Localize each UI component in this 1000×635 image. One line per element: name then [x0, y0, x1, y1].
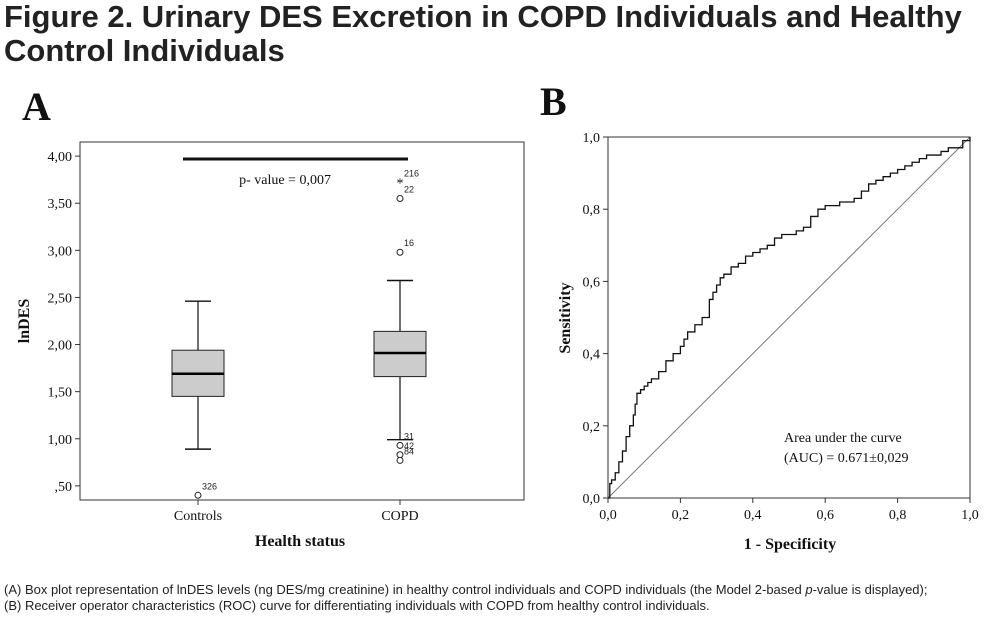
outlier-star: * — [397, 177, 404, 192]
caption-a-text: (A) Box plot representation of lnDES lev… — [4, 582, 806, 597]
y-tick-label-a: 1,50 — [48, 386, 73, 401]
panel-a-boxplot: A ,50 1,00 1,50 2,00 2,50 3,00 3,50 4,00 Contro… — [16, 84, 525, 550]
panel-a-label: A — [22, 84, 51, 129]
pvalue-text: p- value = 0,007 — [239, 173, 331, 188]
y-tick-label-a: 4,00 — [48, 150, 73, 165]
y-tick-label-b: 1,0 — [583, 131, 601, 146]
x-axis-title-a: Health status — [255, 533, 345, 550]
y-axis-title-b: Sensitivity — [557, 282, 574, 353]
panel-b-roc: B 0,00,0 0,2 0,2 0,4 0,4 0,6 0,6 0,8 0,8 1,0 1,0 A… — [540, 79, 979, 553]
outlier-label: 31 — [404, 431, 414, 441]
y-tick-label-a: 2,50 — [48, 291, 73, 306]
y-tick-label-a: ,50 — [55, 480, 73, 495]
auc-annotation-line2: (AUC) = 0.671±0,029 — [784, 451, 908, 466]
x-tick-label-b: 1,0 — [961, 508, 979, 523]
outlier-point — [396, 451, 404, 459]
caption-a-text-end: -value is displayed); — [812, 582, 928, 597]
outlier-label: 84 — [404, 446, 414, 456]
x-axis-title-b: 1 - Specificity — [744, 536, 836, 553]
outlier-point — [194, 491, 202, 499]
plot-area-a — [79, 141, 525, 501]
outlier-point — [396, 456, 404, 464]
caption-b: (B) Receiver operator characteristics (R… — [4, 598, 710, 613]
y-tick-label-a: 2,00 — [48, 339, 73, 354]
outlier-label: 326 — [202, 481, 217, 491]
figure-title: Figure 2. Urinary DES Excretion in COPD … — [4, 0, 962, 68]
figure-caption: (A) Box plot representation of lnDES lev… — [4, 582, 996, 614]
plot-area-b — [607, 136, 971, 499]
x-tick-label-b: 0,4 — [744, 508, 762, 523]
outlier-point — [396, 441, 404, 449]
outlier-label: 16 — [404, 238, 414, 248]
outlier-point — [396, 248, 404, 256]
y-axis-a: ,50 1,00 1,50 2,00 2,50 3,00 3,50 4,00 — [48, 150, 80, 495]
auc-annotation-line1: Area under the curve — [784, 431, 902, 446]
roc-curve — [608, 137, 971, 499]
y-tick-label-b: 0,6 — [583, 275, 601, 290]
y-tick-label-b: 0,0 — [583, 492, 601, 507]
pvalue-annotation: p- value = 0,007 — [183, 157, 408, 188]
y-tick-label-a: 3,00 — [48, 244, 73, 259]
caption-a-italic: p — [805, 582, 813, 597]
x-tick-label-a: Controls — [174, 509, 222, 524]
y-tick-label-a: 1,00 — [48, 433, 73, 448]
x-tick-label-b: 0,0 — [599, 508, 617, 523]
x-tick-label-a: COPD — [381, 509, 418, 524]
outlier-label: 42 — [404, 441, 414, 451]
outlier-point — [396, 195, 404, 203]
x-tick-label-b: 0,2 — [672, 508, 690, 523]
outlier-label: 216 — [404, 169, 419, 179]
axes-b: 0,00,0 0,2 0,2 0,4 0,4 0,6 0,6 0,8 0,8 1,0 1,0 — [583, 131, 979, 523]
caption-a: (A) Box plot representation of lnDES lev… — [4, 582, 996, 598]
x-tick-label-b: 0,8 — [889, 508, 907, 523]
y-tick-label-b: 0,4 — [583, 348, 601, 363]
x-tick-label-b: 0,6 — [816, 508, 834, 523]
y-tick-label-a: 3,50 — [48, 197, 73, 212]
y-axis-title-a: lnDES — [16, 299, 33, 344]
outlier-label: 22 — [404, 185, 414, 195]
panel-b-label: B — [540, 79, 567, 124]
reference-diagonal — [607, 136, 971, 499]
y-tick-label-b: 0,8 — [583, 203, 601, 218]
y-tick-label-b: 0,2 — [583, 420, 601, 435]
